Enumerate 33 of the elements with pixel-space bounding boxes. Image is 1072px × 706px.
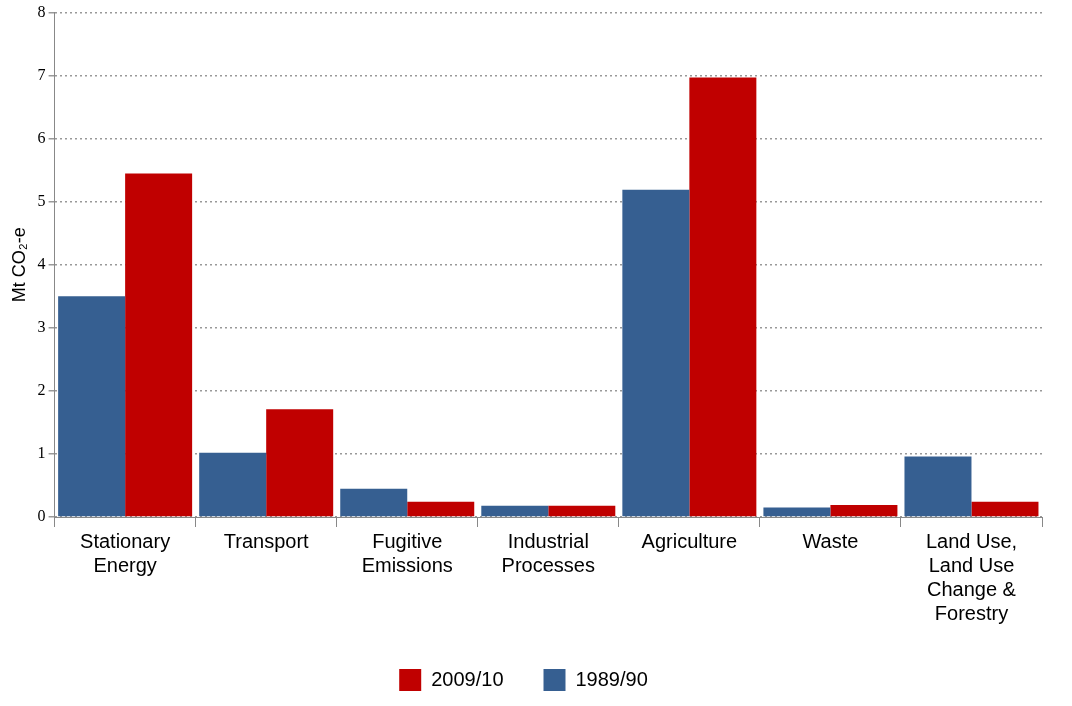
bar	[481, 505, 549, 517]
y-tick-label: 2	[37, 381, 46, 399]
bar	[407, 501, 475, 517]
bar	[904, 456, 972, 517]
x-tick-label: Agriculture	[641, 529, 738, 552]
y-tick-label: 8	[37, 2, 46, 20]
y-tick-label: 5	[37, 191, 46, 209]
x-tick-label: Fugitive Emissions	[361, 529, 453, 576]
y-tick-label: 6	[37, 128, 46, 146]
bar	[548, 505, 616, 517]
bar	[622, 189, 690, 517]
y-tick-label: 1	[37, 444, 46, 462]
bar	[266, 409, 334, 517]
y-tick-label: 4	[37, 255, 46, 272]
legend-label: 2009/10	[431, 667, 504, 690]
bar	[340, 488, 408, 517]
bar	[971, 501, 1039, 517]
x-tick-label: Industrial Processes	[501, 529, 595, 576]
bar	[689, 77, 757, 517]
y-tick-label: 0	[37, 507, 46, 525]
x-tick-label: Waste	[802, 529, 859, 552]
bar	[763, 507, 831, 517]
bar	[830, 505, 898, 517]
x-tick-label: Transport	[223, 529, 310, 552]
y-axis-title: Mt CO₂-e	[8, 227, 29, 303]
x-tick-label: Stationary Energy	[80, 529, 171, 576]
bar	[125, 173, 193, 517]
legend-label: 1989/90	[575, 667, 648, 690]
x-tick-label: Land Use, Land Use Change & Forestry	[925, 529, 1018, 624]
bar	[58, 296, 126, 517]
y-tick-label: 7	[37, 65, 46, 83]
y-tick-label: 3	[37, 318, 46, 336]
bar	[199, 452, 267, 517]
